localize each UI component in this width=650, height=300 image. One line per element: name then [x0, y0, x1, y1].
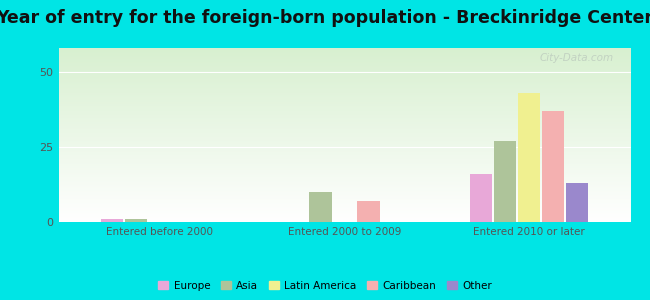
- Bar: [542, 111, 564, 222]
- Bar: [358, 201, 380, 222]
- Legend: Europe, Asia, Latin America, Caribbean, Other: Europe, Asia, Latin America, Caribbean, …: [154, 277, 496, 295]
- Bar: [101, 219, 123, 222]
- Bar: [566, 183, 588, 222]
- Bar: [470, 174, 492, 222]
- Bar: [309, 192, 332, 222]
- Bar: [494, 141, 516, 222]
- Bar: [518, 93, 540, 222]
- Text: Year of entry for the foreign-born population - Breckinridge Center: Year of entry for the foreign-born popul…: [0, 9, 650, 27]
- Text: City-Data.com: City-Data.com: [540, 53, 614, 63]
- Bar: [125, 219, 147, 222]
